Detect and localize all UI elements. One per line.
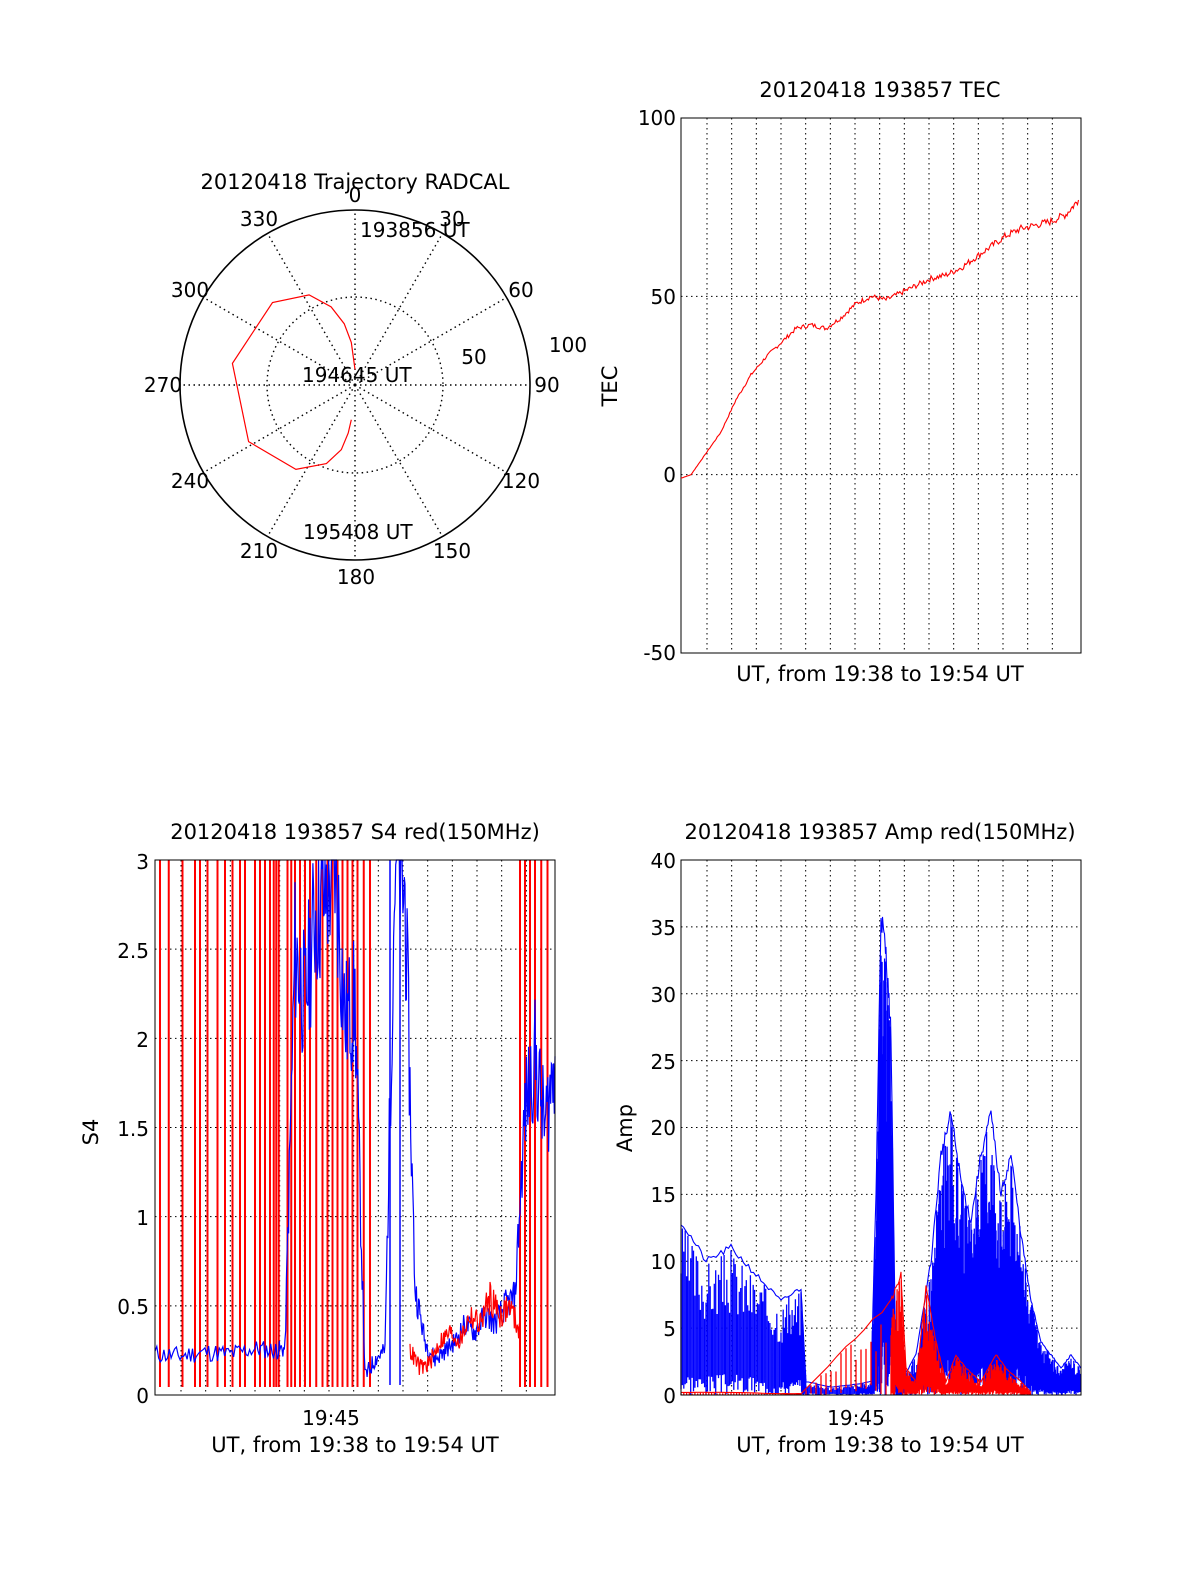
tec-ytick-0: 0 [663,463,676,487]
azimuth-label-60: 60 [508,278,533,302]
s4-xtick-1945: 19:45 [302,1406,360,1430]
amp-panel: 20120418 193857 Amp red(150MHz) 0 5 10 1… [613,820,1082,1457]
azimuth-label-330: 330 [240,207,278,231]
s4-ytick-0.5: 0.5 [117,1295,149,1319]
tec-title: 20120418 193857 TEC [759,78,1000,102]
polar-trajectory-line [231,294,356,471]
s4-panel: 20120418 193857 S4 red(150MHz) 0 0.5 1 1… [79,820,556,1457]
azimuth-label-150: 150 [433,539,471,563]
s4-ytick-3: 3 [136,850,149,874]
s4-title: 20120418 193857 S4 red(150MHz) [170,820,540,844]
polar-spoke-210 [266,384,356,537]
amp-ytick-25: 25 [651,1050,676,1074]
s4-ytick-0: 0 [136,1384,149,1408]
tec-x-axis-label: UT, from 19:38 to 19:54 UT [736,662,1024,686]
s4-y-ticks: 0 0.5 1 1.5 2 2.5 3 [117,850,149,1408]
amp-series-group [680,916,1082,1395]
amp-xtick-1945: 19:45 [827,1406,885,1430]
polar-azimuth-labels: 0 30 60 90 120 150 180 210 240 270 300 3… [144,183,560,589]
azimuth-label-120: 120 [502,469,540,493]
azimuth-label-30: 30 [439,207,464,231]
amp-ytick-20: 20 [651,1116,676,1140]
s4-y-axis-label: S4 [79,1119,103,1146]
s4-x-axis-label: UT, from 19:38 to 19:54 UT [211,1433,499,1457]
amp-series-line-blue [680,916,1082,1388]
amp-x-axis-label: UT, from 19:38 to 19:54 UT [736,1433,1024,1457]
polar-title: 20120418 Trajectory RADCAL [201,170,510,194]
azimuth-label-180: 180 [337,565,375,589]
polar-inner-circle [266,296,444,474]
s4-ytick-1.5: 1.5 [117,1117,149,1141]
azimuth-label-90: 90 [534,373,559,397]
amp-ytick-30: 30 [651,983,676,1007]
azimuth-label-300: 300 [171,278,209,302]
polar-outer-circle [179,209,531,561]
amp-y-axis-label: Amp [613,1104,637,1152]
tec-series-group [680,199,1080,479]
s4-ytick-2.5: 2.5 [117,939,149,963]
radial-label-100: 100 [549,333,587,357]
tec-panel: 20120418 193857 TEC 100 50 0 -50 TEC UT,… [598,78,1082,686]
amp-ytick-0: 0 [663,1384,676,1408]
tec-grid [681,118,1081,653]
annotation-start-time: 193856 UT [360,218,470,242]
s4-ytick-1: 1 [136,1206,149,1230]
polar-spoke-120 [354,384,507,474]
amp-ytick-5: 5 [663,1317,676,1341]
polar-spoke-30 [354,233,444,386]
tec-y-ticks: 100 50 0 -50 [638,106,676,665]
s4-plot-frame [154,859,556,1396]
amp-series-line-red [681,1271,1032,1395]
tec-plot-frame [680,117,1082,654]
amp-ytick-35: 35 [651,916,676,940]
azimuth-label-270: 270 [144,373,182,397]
amp-y-ticks: 0 5 10 15 20 25 30 35 40 [651,849,676,1408]
annotation-mid-time: 194645 UT [302,363,412,387]
tec-ytick-50: 50 [651,285,676,309]
s4-series-line-red [409,1281,521,1376]
tec-series-line [680,199,1080,479]
tec-ytick-100: 100 [638,106,676,130]
polar-spoke-300 [203,296,356,386]
s4-red-spikes [159,860,549,1387]
polar-panel: 20120418 Trajectory RADCAL 0 30 60 90 12… [144,170,587,589]
polar-spoke-240 [203,384,356,474]
s4-ytick-2: 2 [136,1028,149,1052]
azimuth-label-240: 240 [171,469,209,493]
tec-y-axis-label: TEC [598,366,622,408]
radial-label-50: 50 [461,345,486,369]
polar-grid [180,210,530,560]
amp-ytick-40: 40 [651,849,676,873]
amp-title: 20120418 193857 Amp red(150MHz) [684,820,1075,844]
azimuth-label-0: 0 [349,183,362,207]
azimuth-label-210: 210 [240,539,278,563]
polar-spoke-60 [354,296,507,386]
amp-ytick-15: 15 [651,1183,676,1207]
tec-ytick-neg50: -50 [643,641,676,665]
amp-ytick-10: 10 [651,1250,676,1274]
polar-spoke-330 [266,233,356,386]
s4-series-group [154,859,556,1385]
annotation-end-time: 195408 UT [303,520,413,544]
amp-plot-frame [680,859,1082,1396]
polar-spoke-150 [354,384,444,537]
